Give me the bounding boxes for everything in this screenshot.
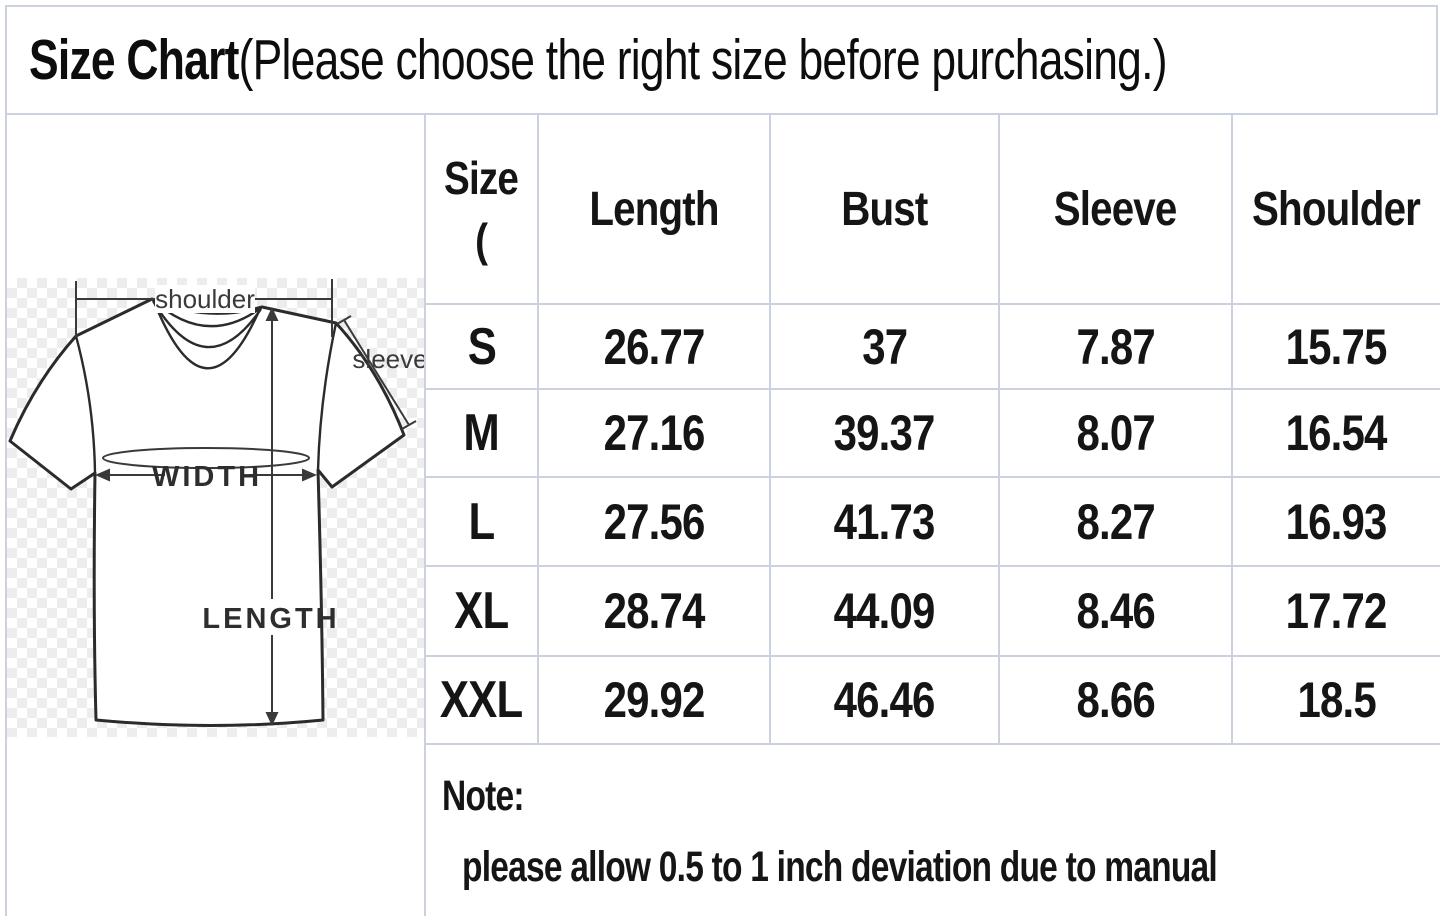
cell-value: 39.37	[834, 405, 936, 461]
cell-value: 8.46	[1076, 583, 1155, 639]
cell-value: 7.87	[1076, 318, 1155, 375]
size-table: Size ( Length Bust Sleeve Shoulder S 26.…	[426, 115, 1440, 918]
cell-value: 44.09	[834, 583, 936, 639]
title-main: Size Chart	[29, 28, 239, 92]
width-measure: WIDTH	[95, 447, 317, 493]
table-cell: 37	[771, 305, 1000, 390]
width-arrow-left-icon	[95, 468, 110, 482]
table-cell: 27.16	[539, 390, 771, 478]
table-cell: 8.46	[1000, 567, 1233, 657]
cell-value: 17.72	[1286, 583, 1388, 639]
table-cell: 26.77	[539, 305, 771, 390]
sleeve-label: sleeve	[352, 344, 424, 374]
table-cell: 46.46	[771, 657, 1000, 745]
length-label-bg	[229, 599, 315, 635]
cell-value: 16.54	[1286, 405, 1388, 461]
cell-value: 41.73	[834, 493, 936, 550]
table-cell: 44.09	[771, 567, 1000, 657]
header-size-line2: (	[475, 214, 488, 266]
note-label: Note:	[442, 772, 525, 820]
cell-value: 28.74	[603, 583, 706, 639]
cell-value: 46.46	[834, 672, 936, 728]
header-cell-bust: Bust	[771, 115, 1000, 305]
cell-value: 27.56	[603, 493, 706, 550]
header-shoulder-label: Shoulder	[1252, 182, 1421, 236]
cell-value: 8.66	[1076, 672, 1155, 728]
table-cell: XL	[426, 567, 539, 657]
left-armhole-seam	[74, 335, 97, 474]
length-measure: LENGTH	[202, 307, 339, 726]
note-text-line1: please allow 0.5 to 1 inch deviation due…	[462, 843, 1218, 891]
table-cell: 15.75	[1233, 305, 1440, 390]
table-cell: L	[426, 478, 539, 567]
cell-value: 8.07	[1076, 405, 1155, 461]
content-frame: Size Chart(Please choose the right size …	[5, 5, 1440, 918]
table-cell: XXL	[426, 657, 539, 745]
table-cell: 18.5	[1233, 657, 1440, 745]
cell-value: 18.5	[1297, 672, 1376, 728]
transparency-checkerboard: shoulder sleeve	[7, 278, 424, 737]
table-cell: S	[426, 305, 539, 390]
cell-value: 8.27	[1076, 493, 1155, 550]
right-armhole-seam	[316, 322, 338, 471]
width-arrow-right-icon	[302, 468, 317, 482]
tshirt-outline	[8, 297, 406, 727]
title-bar: Size Chart(Please choose the right size …	[7, 7, 1436, 115]
table-cell: 8.27	[1000, 478, 1233, 567]
table-cell: 17.72	[1233, 567, 1440, 657]
length-arrow-up-icon	[265, 307, 279, 321]
header-sleeve-label: Sleeve	[1054, 182, 1178, 236]
note-cell: Note: please allow 0.5 to 1 inch deviatio…	[426, 745, 1440, 918]
cell-value: L	[468, 492, 496, 551]
title-subtitle: (Please choose the right size before pur…	[238, 28, 1168, 92]
header-size-line1: Size	[444, 152, 520, 204]
note-line-1: Note: please allow 0.5 to 1 inch deviatio…	[442, 761, 1430, 903]
header-cell-size: Size (	[426, 115, 539, 305]
cell-value: M	[463, 404, 500, 462]
table-cell: M	[426, 390, 539, 478]
sleeve-measure: sleeve	[336, 315, 424, 430]
table-cell: 7.87	[1000, 305, 1233, 390]
cell-value: XXL	[440, 671, 523, 729]
table-cell: 29.92	[539, 657, 771, 745]
header-cell-length: Length	[539, 115, 771, 305]
table-cell: 41.73	[771, 478, 1000, 567]
note-line-2: measurement, thanks.	[442, 903, 876, 918]
table-cell: 16.54	[1233, 390, 1440, 478]
cell-value: 15.75	[1286, 318, 1388, 375]
cell-value: 27.16	[603, 405, 706, 461]
cell-value: XL	[454, 582, 509, 640]
table-cell: 39.37	[771, 390, 1000, 478]
cell-value: S	[467, 317, 496, 376]
length-label: LENGTH	[202, 603, 339, 635]
table-cell: 28.74	[539, 567, 771, 657]
header-cell-shoulder: Shoulder	[1233, 115, 1440, 305]
length-arrow-down-icon	[265, 712, 279, 726]
note-text-line2: measurement, thanks.	[442, 903, 781, 918]
page-title: Size Chart(Please choose the right size …	[29, 27, 1167, 93]
shoulder-measure: shoulder	[75, 279, 333, 337]
cell-value: 26.77	[603, 318, 706, 375]
header-length-label: Length	[589, 182, 719, 236]
cell-value: 37	[861, 318, 908, 375]
cell-value: 16.93	[1286, 493, 1388, 550]
table-cell: 8.07	[1000, 390, 1233, 478]
cell-value: 29.92	[603, 672, 706, 728]
diagram-panel: shoulder sleeve	[7, 115, 426, 916]
table-cell: 8.66	[1000, 657, 1233, 745]
table-cell: 16.93	[1233, 478, 1440, 567]
header-bust-label: Bust	[841, 182, 928, 236]
table-cell: 27.56	[539, 478, 771, 567]
tshirt-diagram-svg: shoulder sleeve	[8, 279, 424, 727]
shoulder-label-bg	[155, 285, 255, 313]
width-label: WIDTH	[152, 461, 262, 493]
shoulder-label: shoulder	[155, 284, 255, 314]
header-cell-sleeve: Sleeve	[1000, 115, 1233, 305]
